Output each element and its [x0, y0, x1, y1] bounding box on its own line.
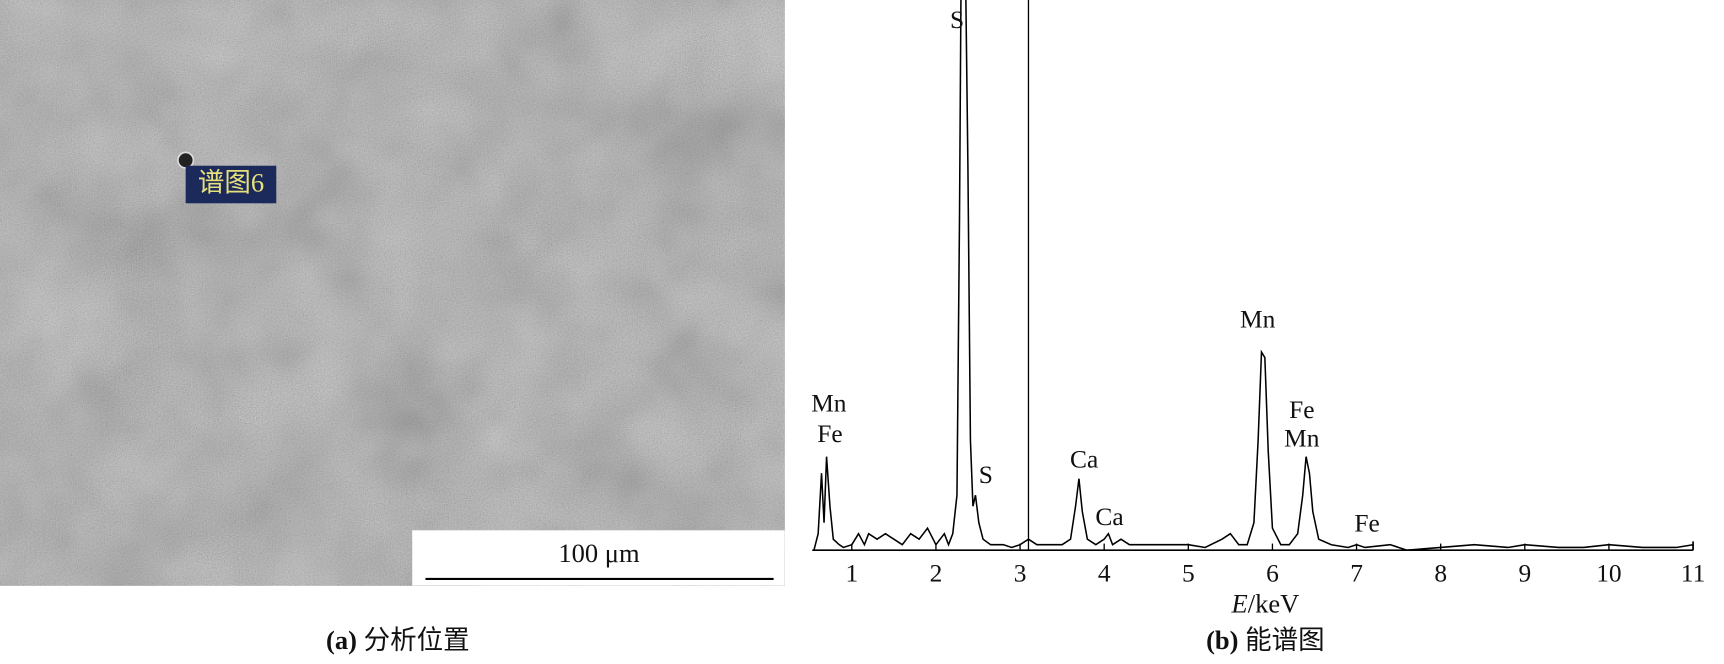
x-tick-label: 4 — [1098, 559, 1111, 587]
sem-image-panel: 谱图6 100 μm — [0, 0, 785, 586]
scale-bar-label: 100 μm — [558, 538, 640, 568]
peak-label: Fe — [1354, 510, 1379, 538]
peak-label: Ca — [1070, 446, 1098, 474]
spot-marker — [177, 151, 195, 169]
x-tick-label: 3 — [1014, 559, 1027, 587]
x-tick-label: 10 — [1596, 559, 1621, 587]
caption-label: (b) — [1206, 625, 1238, 655]
peak-label: Fe — [817, 420, 842, 448]
caption-b: (b) 能谱图 — [1206, 625, 1325, 655]
peak-label: Ca — [1095, 503, 1123, 531]
x-tick-label: 1 — [845, 559, 858, 587]
peak-label: Fe — [1289, 396, 1314, 424]
x-tick-label: 8 — [1434, 559, 1447, 587]
x-tick-label: 7 — [1350, 559, 1363, 587]
caption-text: 分析位置 — [364, 625, 470, 655]
x-axis-var: E — [1231, 589, 1248, 619]
caption-a: (a) 分析位置 — [326, 625, 470, 655]
peak-label: Mn — [1284, 425, 1320, 453]
x-axis-unit: /keV — [1248, 589, 1300, 619]
x-tick-label: 9 — [1518, 559, 1531, 587]
spot-label: 谱图6 — [198, 168, 264, 198]
peak-label: Mn — [1240, 305, 1276, 333]
x-tick-label: 2 — [930, 559, 943, 587]
sem-texture — [0, 0, 785, 586]
peak-label: S — [950, 6, 964, 34]
spectrum-line — [813, 0, 1694, 551]
caption-label: (a) — [326, 625, 357, 655]
peak-label: S — [979, 461, 993, 489]
scale-bar-box — [412, 530, 785, 586]
peak-label: Mn — [811, 389, 847, 417]
x-axis-label: E/keV — [1231, 589, 1300, 619]
x-tick-label: 11 — [1681, 559, 1705, 587]
x-tick-label: 6 — [1266, 559, 1279, 587]
caption-text: 能谱图 — [1245, 625, 1325, 655]
spot-label-box — [185, 165, 277, 204]
x-tick-label: 5 — [1182, 559, 1195, 587]
